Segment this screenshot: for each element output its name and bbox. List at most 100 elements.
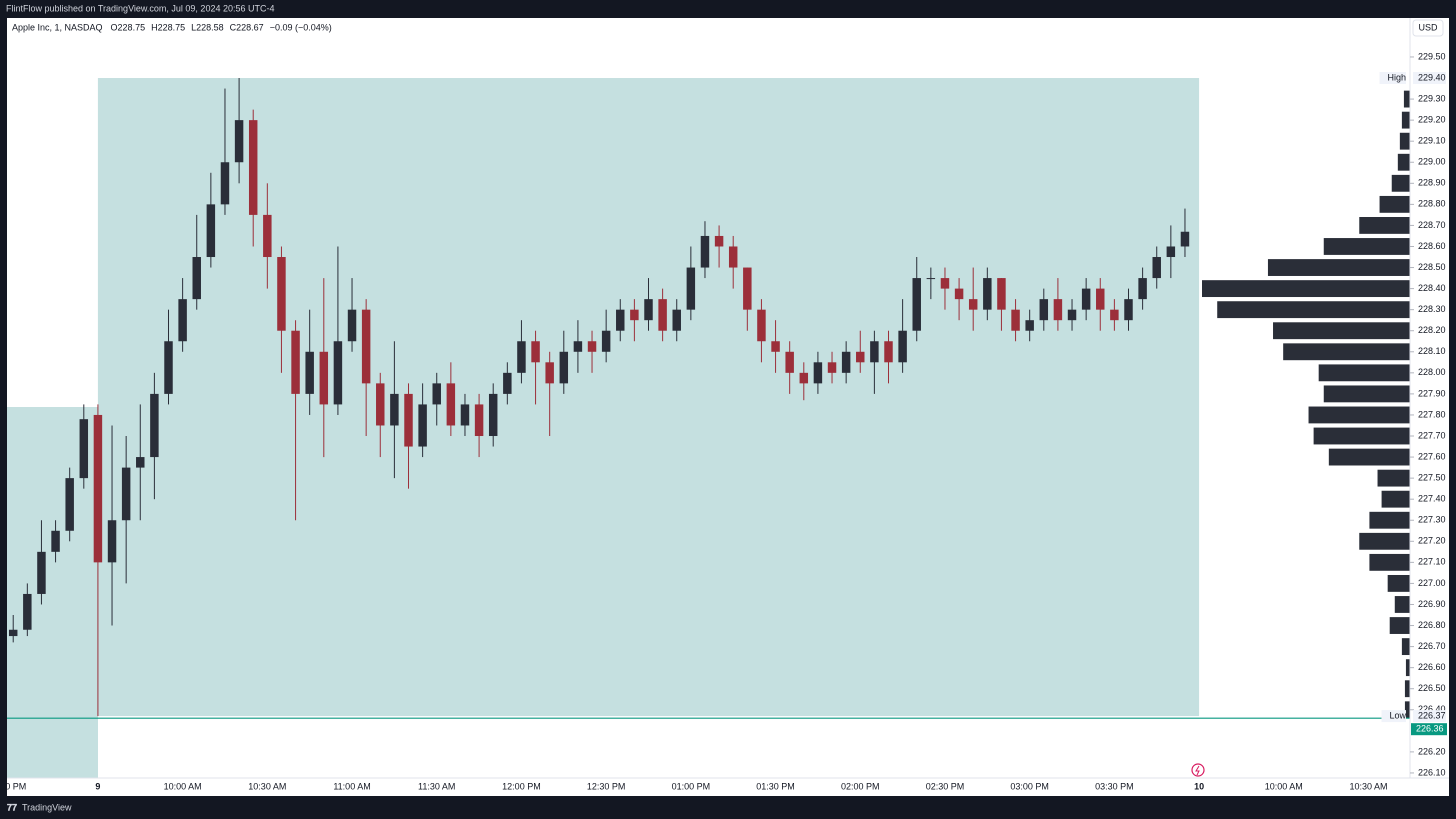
currency-button[interactable] [1412,19,1444,37]
candle-body [319,351,329,405]
candle-body [771,341,780,352]
x-tick-label: 10:00 AM [164,781,202,791]
candle-body [545,362,554,384]
candle-body [263,214,272,258]
marker-label: Low [1389,710,1406,720]
volume-profile-bar [1369,511,1410,529]
marker-value: 226.37 [1418,710,1446,720]
y-tick-label: 226.20 [1418,746,1446,756]
candle-body [898,330,907,363]
x-tick-label: 30 PM [0,781,26,791]
candle-body [1039,299,1049,321]
candle-body [277,257,286,331]
candle-body [1124,299,1133,321]
candle-body [1138,278,1147,300]
volume-profile-bar [1404,680,1410,698]
candle-body [587,341,597,352]
volume-profile-bar [1283,343,1410,361]
symbol-legend: Apple Inc, 1, NASDAQ O228.75 H228.75 L228.… [12,22,332,32]
time-axis: 30 PM 9 10:00 AM 10:30 AM 11:00 AM 11:30 AM 12… [0,781,1388,791]
x-tick-label: 11:30 AM [418,781,455,791]
candle-body [51,530,60,552]
x-tick-label: 02:00 PM [841,781,880,791]
marker-label-bg [1379,72,1406,85]
candle-body [8,629,18,637]
y-tick-label: 228.40 [1418,283,1446,293]
y-tick-label: 228.50 [1418,262,1446,272]
candle-body [714,235,724,247]
y-tick-label: 227.10 [1418,557,1446,567]
volume-profile-bar [1313,427,1410,445]
candle-body [912,278,921,331]
y-tick-label: 228.00 [1418,367,1446,377]
volume-profile-bar [1202,280,1410,298]
ohlc-value: C228.67 [230,22,264,32]
y-tick-label: 228.20 [1418,325,1446,335]
candle-body [1180,231,1190,247]
y-tick-label: 226.50 [1418,683,1446,693]
volume-profile-bar [1404,701,1410,719]
x-tick-label: 12:30 PM [587,781,626,791]
y-tick-label: 228.30 [1418,304,1446,314]
candle-body [305,351,314,394]
volume-profile-bar [1379,195,1410,213]
candle-body [474,404,484,437]
y-tick-label: 229.10 [1418,136,1446,146]
volume-profile-bar [1323,238,1410,255]
volume-profile-bar [1359,532,1410,550]
y-tick-label: 227.80 [1418,409,1446,419]
candle-body [107,520,117,563]
y-tick-label: 228.80 [1418,199,1446,209]
x-tick-label: 01:00 PM [672,781,711,791]
candle-body [700,235,710,268]
price-axis: 229.50 229.30 229.20 229.10 229.00 228.90 228.… [1379,51,1447,777]
candle-body [531,341,540,363]
volume-profile-bar [1328,448,1410,466]
y-tick-label: 227.00 [1418,578,1446,588]
y-tick-label: 226.90 [1418,599,1446,609]
candle-body [743,267,752,310]
candle-body [1152,257,1161,279]
y-tick-label: 227.90 [1418,388,1446,398]
y-tick-label: 228.10 [1418,346,1446,356]
candle-body [347,309,357,342]
volume-profile-bar [1308,406,1410,424]
candle-body [1110,309,1119,321]
y-tick-label: 227.70 [1418,430,1446,440]
ohlc-value: −0.09 (−0.04%) [270,22,332,32]
candle-body [827,362,837,373]
candle-body [418,404,427,447]
marker-value-bg [1413,710,1446,723]
candle-body [136,457,145,468]
session-range [97,78,1200,717]
volume-profile-bar [1403,90,1410,108]
candle-body [926,278,936,280]
candle-body [37,551,46,594]
candle-body [164,341,173,394]
volume-profile-bar [1273,322,1410,340]
plot-area [7,78,1410,719]
candle-body [940,278,950,289]
volume-profile-bar [1389,617,1410,634]
candle-body [376,383,385,426]
candle-body [460,404,470,426]
candle-body [757,309,766,342]
candle-body [856,351,865,363]
candle-body [503,372,512,394]
y-tick-label: 226.80 [1418,620,1446,630]
volume-profile-bar [1323,385,1410,403]
event-icon[interactable] [1191,763,1205,777]
y-tick-label: 227.40 [1418,494,1446,504]
candle-body [841,351,851,373]
marker-value: 229.40 [1418,72,1446,82]
candle-body [390,393,399,426]
candle-body [404,393,413,447]
candle-body [1166,246,1176,258]
candle-body [573,341,583,352]
candle-body [813,362,823,384]
footer-brand: TradingView [22,802,72,812]
candle-body [178,299,187,342]
volume-profile-bar [1267,259,1410,276]
currency-label[interactable]: USD [1418,22,1438,32]
